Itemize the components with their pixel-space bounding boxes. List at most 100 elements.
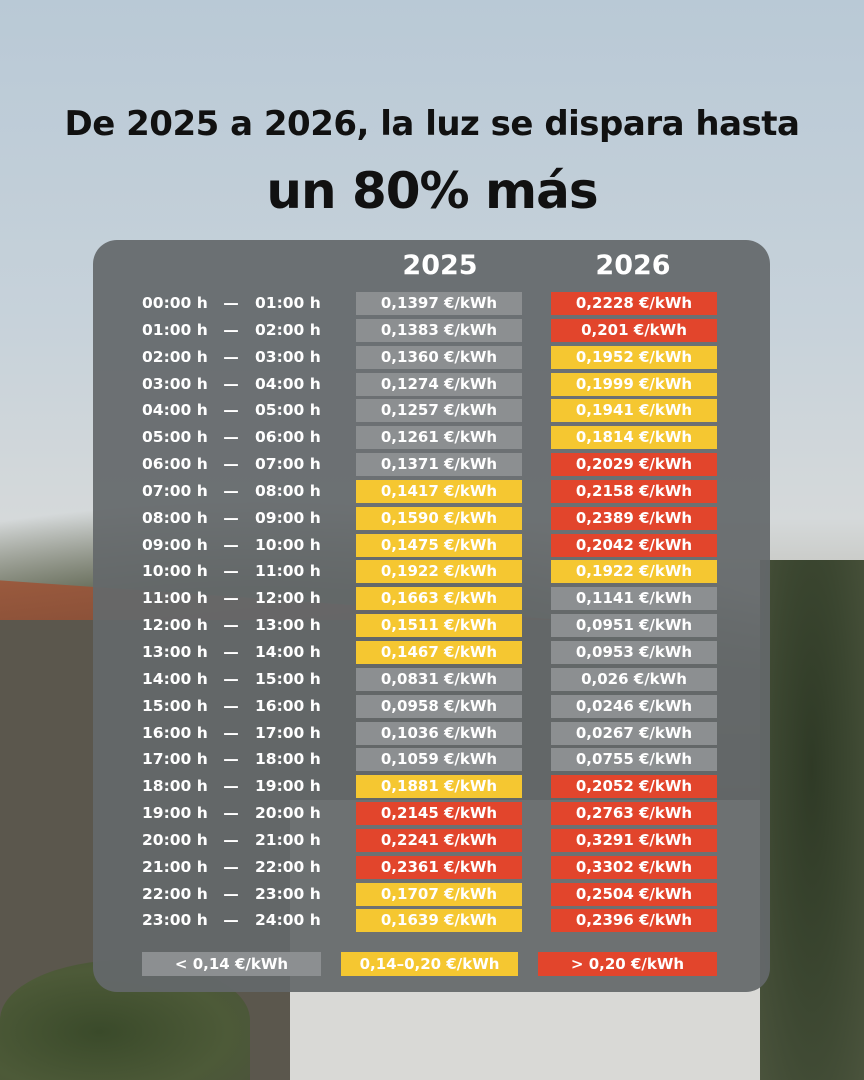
time-separator: —	[223, 696, 239, 715]
time-to: 24:00 h	[255, 911, 321, 930]
price-2026: 0,1922 €/kWh	[551, 560, 717, 584]
table-row: 08:00 h — 09:00 h 0,1590 €/kWh 0,2389 €/kWh	[0, 506, 864, 533]
table-row: 19:00 h — 20:00 h 0,2145 €/kWh 0,2763 €/kWh	[0, 801, 864, 828]
time-to: 12:00 h	[255, 589, 321, 608]
time-from: 15:00 h	[142, 696, 208, 715]
time-to: 22:00 h	[255, 857, 321, 876]
time-separator: —	[223, 669, 239, 688]
table-row: 04:00 h — 05:00 h 0,1257 €/kWh 0,1941 €/kWh	[0, 398, 864, 425]
time-to: 17:00 h	[255, 723, 321, 742]
column-header-2025: 2025	[402, 250, 478, 281]
time-separator: —	[223, 401, 239, 420]
table-row: 09:00 h — 10:00 h 0,1475 €/kWh 0,2042 €/kWh	[0, 533, 864, 560]
table-row: 10:00 h — 11:00 h 0,1922 €/kWh 0,1922 €/kWh	[0, 559, 864, 586]
time-from: 02:00 h	[142, 347, 208, 366]
price-2026: 0,0267 €/kWh	[551, 721, 717, 745]
time-separator: —	[223, 804, 239, 823]
price-2026: 0,2504 €/kWh	[551, 882, 717, 906]
price-2025: 0,1383 €/kWh	[356, 318, 522, 342]
price-2025: 0,1274 €/kWh	[356, 372, 522, 396]
legend-low: < 0,14 €/kWh	[142, 952, 321, 976]
price-2025: 0,1360 €/kWh	[356, 345, 522, 369]
time-from: 13:00 h	[142, 642, 208, 661]
time-to: 06:00 h	[255, 428, 321, 447]
price-2026: 0,1952 €/kWh	[551, 345, 717, 369]
time-to: 16:00 h	[255, 696, 321, 715]
price-2025: 0,1257 €/kWh	[356, 399, 522, 423]
time-to: 07:00 h	[255, 455, 321, 474]
time-separator: —	[223, 830, 239, 849]
price-2026: 0,2389 €/kWh	[551, 506, 717, 530]
legend-high: > 0,20 €/kWh	[538, 952, 717, 976]
price-2025: 0,1475 €/kWh	[356, 533, 522, 557]
price-2025: 0,1059 €/kWh	[356, 748, 522, 772]
headline-highlight-wrap: un 80% más	[0, 162, 864, 220]
time-to: 18:00 h	[255, 750, 321, 769]
price-2026: 0,2228 €/kWh	[551, 292, 717, 315]
table-row: 06:00 h — 07:00 h 0,1371 €/kWh 0,2029 €/kWh	[0, 452, 864, 479]
price-2025: 0,1881 €/kWh	[356, 775, 522, 799]
time-from: 22:00 h	[142, 884, 208, 903]
time-to: 08:00 h	[255, 481, 321, 500]
time-to: 15:00 h	[255, 669, 321, 688]
table-row: 18:00 h — 19:00 h 0,1881 €/kWh 0,2052 €/kWh	[0, 774, 864, 801]
time-from: 23:00 h	[142, 911, 208, 930]
time-separator: —	[223, 642, 239, 661]
time-to: 13:00 h	[255, 616, 321, 635]
time-separator: —	[223, 428, 239, 447]
price-2026: 0,1141 €/kWh	[551, 587, 717, 611]
table-row: 00:00 h — 01:00 h 0,1397 €/kWh 0,2228 €/kWh	[0, 291, 864, 318]
table-row: 16:00 h — 17:00 h 0,1036 €/kWh 0,0267 €/kWh	[0, 721, 864, 748]
table-row: 20:00 h — 21:00 h 0,2241 €/kWh 0,3291 €/kWh	[0, 828, 864, 855]
time-to: 14:00 h	[255, 642, 321, 661]
price-2025: 0,1397 €/kWh	[356, 292, 522, 315]
table-row: 22:00 h — 23:00 h 0,1707 €/kWh 0,2504 €/kWh	[0, 882, 864, 909]
table-row: 02:00 h — 03:00 h 0,1360 €/kWh 0,1952 €/kWh	[0, 345, 864, 372]
headline-highlight-text: un 80% más	[266, 162, 598, 220]
time-from: 07:00 h	[142, 481, 208, 500]
price-2025: 0,1417 €/kWh	[356, 479, 522, 503]
price-2026: 0,2396 €/kWh	[551, 909, 717, 933]
legend-mid: 0,14–0,20 €/kWh	[341, 952, 518, 976]
time-separator: —	[223, 374, 239, 393]
time-separator: —	[223, 508, 239, 527]
time-to: 23:00 h	[255, 884, 321, 903]
time-to: 21:00 h	[255, 830, 321, 849]
headline-highlight: un 80% más	[252, 162, 612, 220]
price-2026: 0,0953 €/kWh	[551, 640, 717, 664]
time-separator: —	[223, 884, 239, 903]
price-2025: 0,1590 €/kWh	[356, 506, 522, 530]
time-separator: —	[223, 294, 239, 312]
table-row: 11:00 h — 12:00 h 0,1663 €/kWh 0,1141 €/kWh	[0, 586, 864, 613]
time-from: 21:00 h	[142, 857, 208, 876]
price-2025: 0,1639 €/kWh	[356, 909, 522, 933]
price-2026: 0,1999 €/kWh	[551, 372, 717, 396]
price-2025: 0,1371 €/kWh	[356, 453, 522, 477]
price-2026: 0,3302 €/kWh	[551, 855, 717, 879]
time-to: 09:00 h	[255, 508, 321, 527]
time-separator: —	[223, 347, 239, 366]
time-separator: —	[223, 616, 239, 635]
price-2025: 0,1663 €/kWh	[356, 587, 522, 611]
table-row: 15:00 h — 16:00 h 0,0958 €/kWh 0,0246 €/kWh	[0, 694, 864, 721]
time-separator: —	[223, 455, 239, 474]
price-2026: 0,201 €/kWh	[551, 318, 717, 342]
table-row: 12:00 h — 13:00 h 0,1511 €/kWh 0,0951 €/kWh	[0, 613, 864, 640]
table-row: 07:00 h — 08:00 h 0,1417 €/kWh 0,2158 €/kWh	[0, 479, 864, 506]
column-header-2026: 2026	[595, 250, 671, 281]
price-2025: 0,0958 €/kWh	[356, 694, 522, 718]
time-separator: —	[223, 750, 239, 769]
time-from: 08:00 h	[142, 508, 208, 527]
time-from: 01:00 h	[142, 320, 208, 339]
headline: De 2025 a 2026, la luz se dispara hasta	[64, 104, 800, 144]
time-separator: —	[223, 535, 239, 554]
time-to: 11:00 h	[255, 562, 321, 581]
price-2025: 0,2241 €/kWh	[356, 828, 522, 852]
time-from: 20:00 h	[142, 830, 208, 849]
price-2026: 0,2029 €/kWh	[551, 453, 717, 477]
price-2025: 0,0831 €/kWh	[356, 667, 522, 691]
time-from: 14:00 h	[142, 669, 208, 688]
time-to: 05:00 h	[255, 401, 321, 420]
price-2025: 0,1511 €/kWh	[356, 614, 522, 638]
time-from: 18:00 h	[142, 777, 208, 796]
